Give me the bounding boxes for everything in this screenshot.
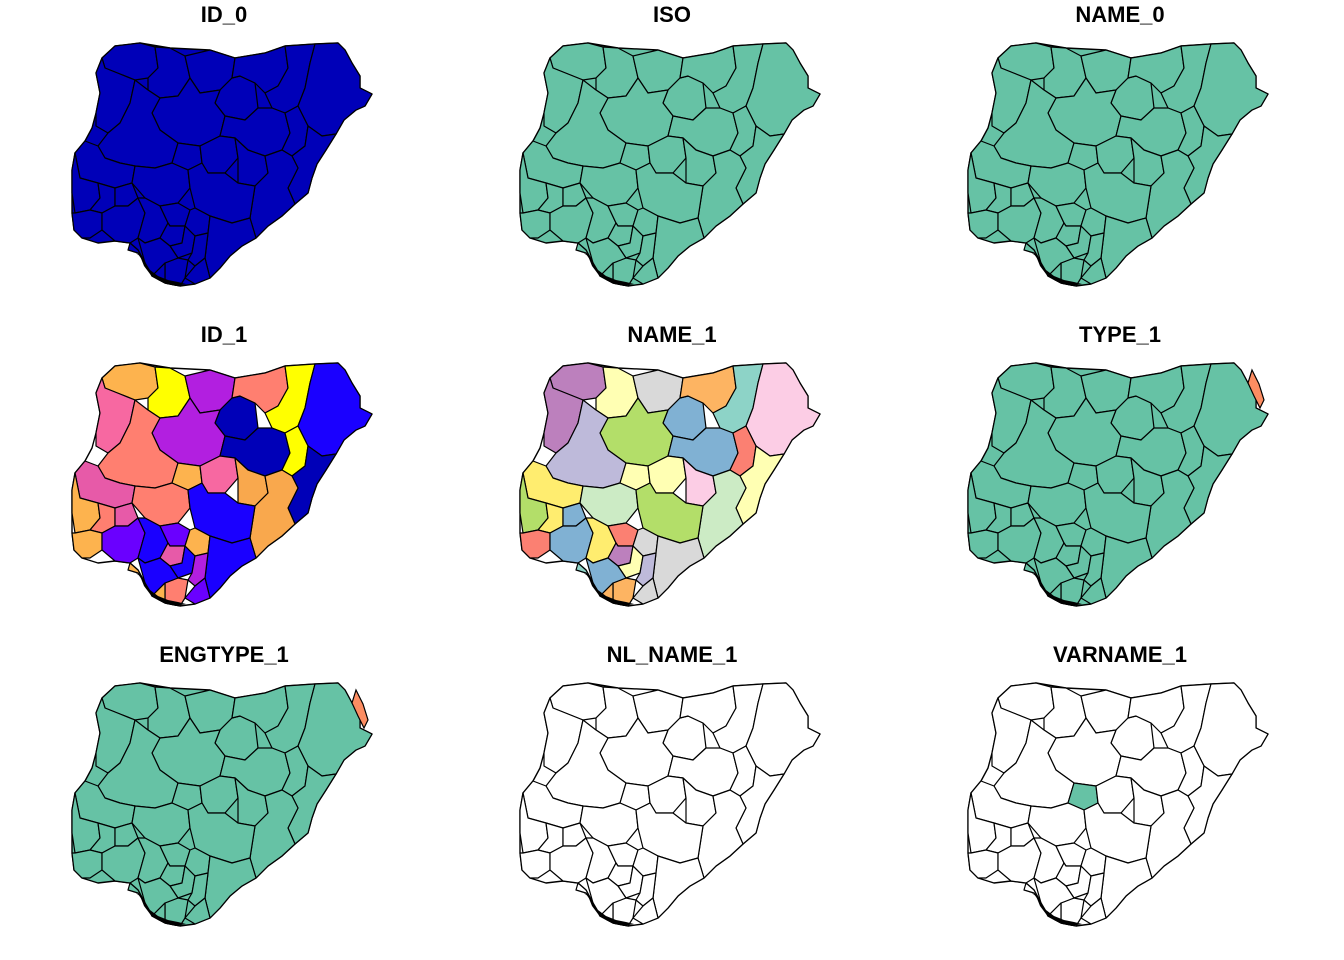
panel-title: ISO [653, 2, 691, 27]
state-region-akwa [1080, 897, 1107, 925]
map-panel-name-0: NAME_0 [896, 0, 1344, 320]
map-panel-varname-1: VARNAME_1 [896, 640, 1344, 960]
coastal-delta [1024, 250, 1082, 286]
state-region-cross [652, 855, 705, 919]
panel-title: TYPE_1 [1079, 322, 1161, 347]
nigeria-map [967, 42, 1269, 287]
state-region-cross [1100, 855, 1153, 919]
state-region-kogi [131, 162, 191, 207]
panel-title: NL_NAME_1 [606, 642, 738, 667]
panel-title: NAME_0 [1075, 2, 1165, 27]
state-region-kogi [1027, 162, 1087, 207]
state-region-benue [635, 162, 704, 224]
coastal-delta [1024, 570, 1082, 606]
panel-title: VARNAME_1 [1052, 642, 1188, 667]
state-region-kogi [1027, 482, 1087, 527]
state-region-borno [745, 362, 821, 457]
panel-title: NAME_1 [627, 322, 717, 347]
state-region-benue [635, 802, 704, 864]
state-region-kogi [1027, 802, 1087, 847]
highlight-region [351, 688, 369, 730]
panel-title: ID_0 [200, 2, 248, 27]
state-region-kogi [579, 162, 639, 207]
state-region-borno [1193, 42, 1269, 137]
state-region-borno [297, 42, 373, 137]
map-panel-nl-name-1: NL_NAME_1 [448, 640, 896, 960]
coastal-delta [576, 250, 634, 286]
state-region-benue [1083, 802, 1152, 864]
coastal-delta [128, 250, 186, 286]
map-panel-id-0: ID_0 [0, 0, 448, 320]
nigeria-map [519, 682, 821, 927]
highlight-region [1247, 368, 1265, 410]
coastal-delta [576, 890, 634, 926]
state-region-benue [187, 482, 256, 544]
nigeria-map [71, 42, 373, 287]
coastal-delta [128, 890, 186, 926]
state-region-benue [635, 482, 704, 544]
state-region-akwa [1080, 577, 1107, 605]
state-region-cross [204, 535, 257, 599]
map-panel-id-1: ID_1 [0, 320, 448, 640]
map-panel-iso: ISO [448, 0, 896, 320]
coastal-delta [576, 570, 634, 606]
state-region-akwa [184, 257, 211, 285]
state-region-kogi [579, 482, 639, 527]
state-region-borno [297, 362, 373, 457]
coastal-delta [128, 570, 186, 606]
state-region-kogi [131, 802, 191, 847]
map-panel-name-1: NAME_1 [448, 320, 896, 640]
state-region-benue [1083, 482, 1152, 544]
state-region-cross [1100, 535, 1153, 599]
state-region-benue [187, 802, 256, 864]
state-region-cross [652, 535, 705, 599]
nigeria-map [519, 362, 821, 607]
state-region-akwa [632, 897, 659, 925]
panel-title: ID_1 [200, 322, 248, 347]
nigeria-map [71, 362, 373, 607]
nigeria-map [967, 682, 1269, 927]
state-region-cross [204, 215, 257, 279]
state-region-borno [1193, 682, 1269, 777]
state-region-kogi [131, 482, 191, 527]
state-region-akwa [632, 257, 659, 285]
map-panel-type-1: TYPE_1 [896, 320, 1344, 640]
state-region-borno [745, 682, 821, 777]
nigeria-map [967, 362, 1269, 607]
map-panel-engtype-1: ENGTYPE_1 [0, 640, 448, 960]
nigeria-map [71, 682, 373, 927]
state-region-akwa [184, 897, 211, 925]
state-region-kogi [579, 802, 639, 847]
state-region-akwa [1080, 257, 1107, 285]
state-region-cross [1100, 215, 1153, 279]
state-region-benue [187, 162, 256, 224]
state-region-akwa [184, 577, 211, 605]
nigeria-map [519, 42, 821, 287]
state-region-cross [204, 855, 257, 919]
state-region-akwa [632, 577, 659, 605]
panel-title: ENGTYPE_1 [159, 642, 289, 667]
state-region-borno [745, 42, 821, 137]
state-region-benue [1083, 162, 1152, 224]
coastal-delta [1024, 890, 1082, 926]
state-region-cross [652, 215, 705, 279]
